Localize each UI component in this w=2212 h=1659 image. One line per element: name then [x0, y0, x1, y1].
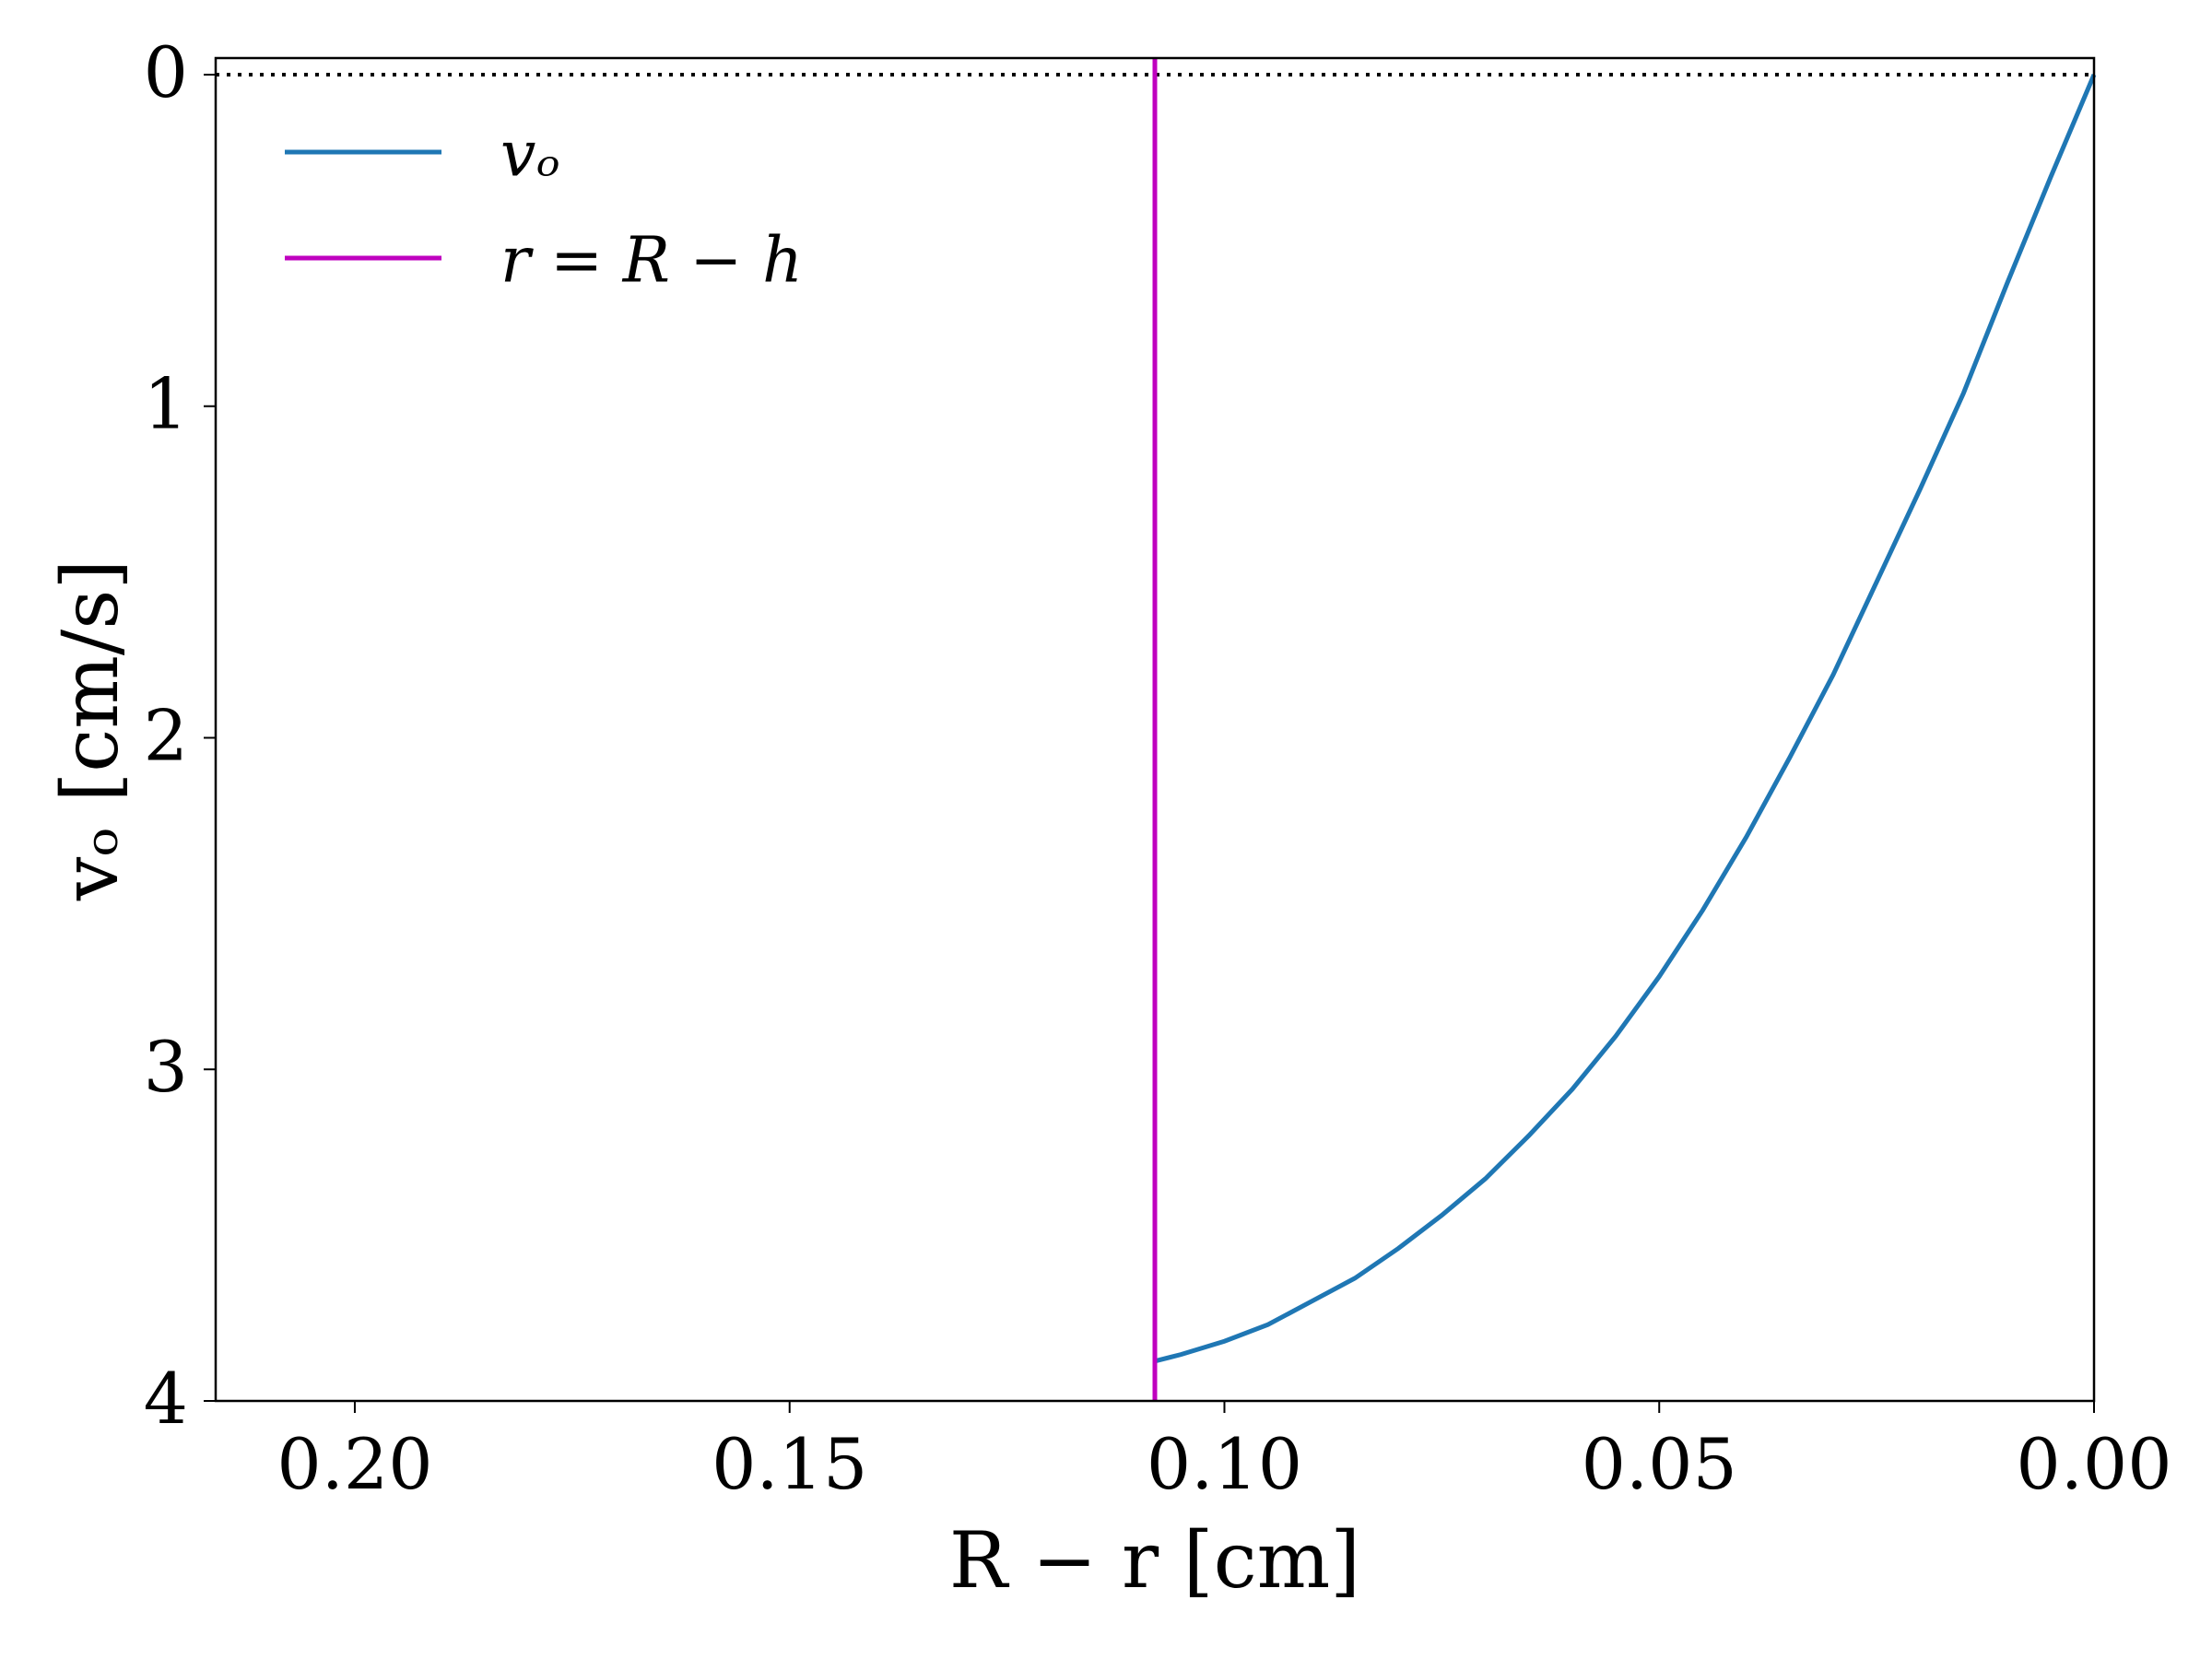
x-tick-label: 0.05 [1582, 1423, 1737, 1505]
x-tick-label: 0.00 [2016, 1423, 2171, 1505]
legend-label: vₒ [500, 119, 560, 192]
y-tick-label: 0 [144, 31, 188, 113]
y-tick-label: 4 [144, 1358, 188, 1440]
legend-label: r = R − h [500, 225, 803, 298]
x-tick-label: 0.20 [276, 1423, 432, 1505]
plot-frame [214, 56, 2096, 1403]
y-axis-label: vₒ [cm/s] [45, 559, 135, 901]
y-tick-label: 2 [144, 694, 188, 776]
x-axis-label: R − r [cm] [949, 1515, 1360, 1606]
y-tick-label: 1 [144, 363, 188, 445]
x-tick-label: 0.15 [712, 1423, 867, 1505]
x-tick-label: 0.10 [1147, 1423, 1302, 1505]
y-tick-label: 3 [144, 1026, 188, 1108]
data-line [1154, 74, 2097, 1364]
